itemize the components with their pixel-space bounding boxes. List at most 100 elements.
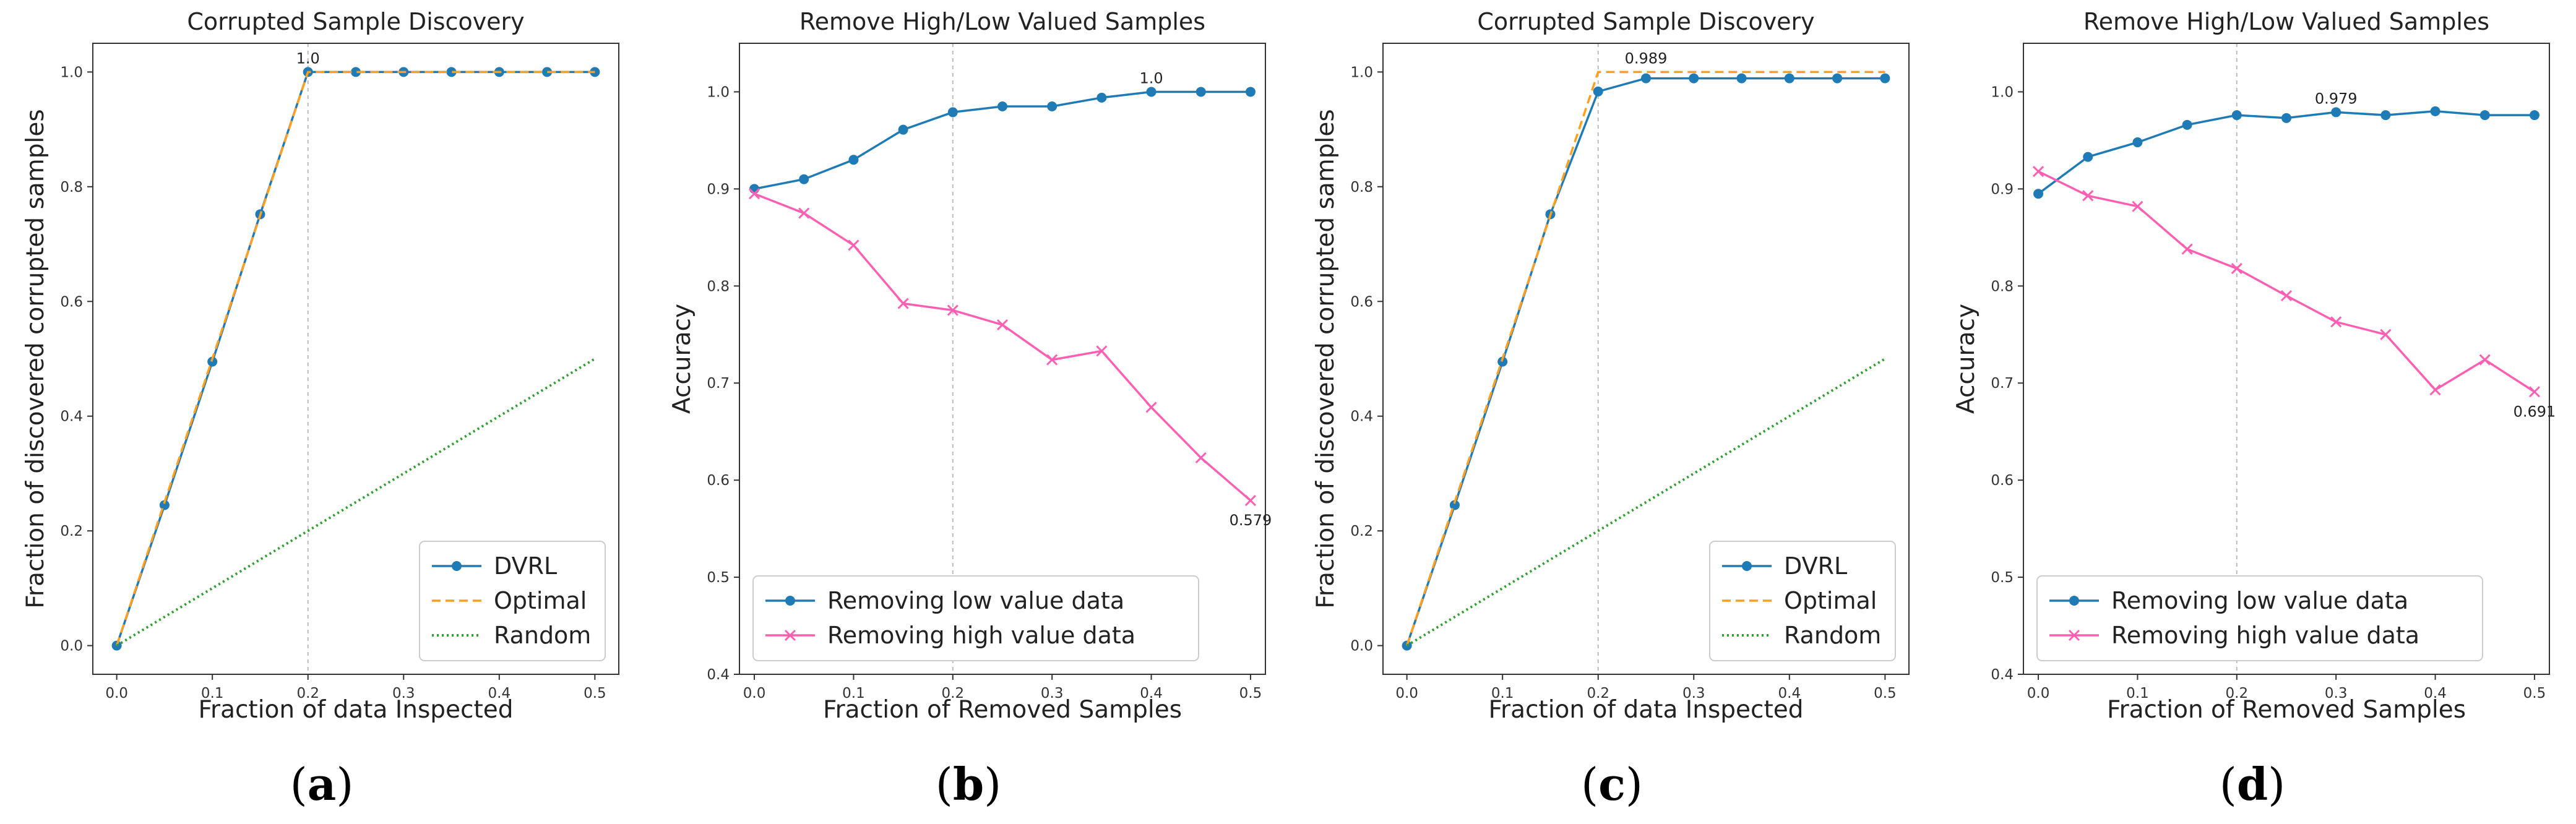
- plot-frame: [92, 43, 619, 675]
- data-point: [749, 184, 760, 194]
- y-tick-label: 0.4: [1350, 409, 1373, 425]
- x-tick-label: 0.0: [743, 685, 766, 702]
- data-point: [1047, 101, 1058, 111]
- data-label: 0.579: [1230, 512, 1272, 529]
- data-point: [996, 319, 1009, 331]
- data-point: [897, 298, 909, 309]
- y-tick-label: 0.8: [1350, 179, 1373, 195]
- y-tick-label: 0.5: [1991, 570, 2014, 586]
- data-point: [2082, 190, 2094, 202]
- y-tick-label: 0.9: [707, 181, 730, 197]
- y-tick-label: 1.0: [1991, 84, 2014, 100]
- data-point: [798, 207, 810, 219]
- panel-label-c: (c): [1580, 758, 1643, 810]
- plot-frame: [1382, 43, 1910, 675]
- x-tick-label: 0.0: [105, 685, 128, 702]
- data-point: [2132, 137, 2143, 148]
- data-point: [1641, 73, 1651, 84]
- data-point: [1046, 354, 1058, 366]
- data-point: [2479, 354, 2491, 366]
- data-point: [542, 67, 553, 77]
- legend-marker: [452, 561, 462, 571]
- data-point: [1195, 87, 1206, 97]
- y-tick-label: 0.8: [1991, 278, 2014, 294]
- x-tick-label: 0.5: [1874, 685, 1897, 702]
- data-point: [848, 239, 859, 251]
- chart-b: 0.0 0.1 0.2 0.3 0.4 0.5 0.4 0.5 0.6 0.7 0.8 0.9 1.0 R…: [668, 8, 1272, 724]
- data-point: [2083, 152, 2093, 162]
- legend-marker: [2069, 596, 2079, 606]
- data-point: [1195, 452, 1207, 464]
- legend-marker: [785, 596, 795, 606]
- data-point: [1146, 87, 1157, 97]
- data-point: [848, 155, 859, 165]
- series-line-random: [116, 358, 596, 647]
- panel-b: 0.0 0.1 0.2 0.3 0.4 0.5 0.4 0.5 0.6 0.7 0.8 0.9 1.0 R…: [647, 0, 1290, 824]
- y-tick-label: 0.2: [1350, 523, 1373, 539]
- data-point: [997, 101, 1007, 111]
- x-tick-label: 0.3: [1682, 685, 1705, 702]
- y-tick-label: 0.8: [60, 179, 83, 195]
- x-tick-label: 0.1: [1491, 685, 1514, 702]
- data-point: [2479, 110, 2490, 121]
- data-point: [799, 174, 809, 184]
- x-tick-label: 0.2: [1587, 685, 1609, 702]
- data-point: [2033, 189, 2044, 199]
- data-point: [1832, 73, 1843, 84]
- series-line-removing-high-value-data: [754, 192, 1252, 502]
- chart-title: Corrupted Sample Discovery: [187, 8, 524, 35]
- data-point: [947, 304, 958, 316]
- legend-label: Optimal: [1784, 587, 1877, 614]
- y-tick-label: 0.2: [60, 523, 83, 539]
- legend-label: Removing high value data: [827, 622, 1135, 649]
- data-point: [446, 67, 457, 77]
- legend-label: Removing low value data: [2111, 587, 2408, 614]
- data-point: [898, 124, 908, 135]
- x-tick-label: 0.1: [201, 685, 224, 702]
- y-tick-label: 0.5: [707, 570, 730, 586]
- legend-label: Random: [1784, 622, 1881, 649]
- series-line-removing-low-value-data: [2038, 110, 2535, 195]
- legend-label: DVRL: [1784, 552, 1847, 580]
- data-point: [351, 67, 361, 77]
- data-point: [159, 500, 170, 510]
- x-axis-label: Fraction of Removed Samples: [2107, 696, 2466, 724]
- data-point: [2182, 119, 2192, 130]
- legend-label: Removing low value data: [827, 587, 1124, 614]
- data-point: [1096, 92, 1107, 103]
- legend-box: [752, 575, 1199, 661]
- series-line-optimal: [115, 71, 595, 646]
- data-point: [1096, 345, 1108, 357]
- chart-title: Remove High/Low Valued Samples: [2083, 8, 2489, 35]
- y-tick-label: 0.6: [60, 294, 83, 310]
- chart-a: 0.0 0.1 0.2 0.3 0.4 0.5 0.0 0.2 0.4 0.6 0.8 1.0 Corr…: [22, 8, 619, 724]
- x-tick-label: 0.0: [1395, 685, 1418, 702]
- data-point: [2380, 110, 2391, 121]
- data-point: [2281, 113, 2291, 123]
- data-point: [2380, 328, 2392, 340]
- legend-box: [2036, 575, 2483, 661]
- x-tick-label: 0.3: [1041, 685, 1064, 702]
- y-axis-label: Fraction of discovered corrupted samples: [1312, 109, 1340, 608]
- y-axis-label: Accuracy: [668, 304, 696, 414]
- data-point: [2231, 110, 2242, 121]
- x-tick-label: 0.1: [2126, 685, 2149, 702]
- x-tick-label: 0.4: [488, 685, 511, 702]
- x-axis-label: Fraction of data Inspected: [198, 696, 513, 724]
- y-tick-label: 1.0: [707, 84, 730, 100]
- chart-c: 0.0 0.1 0.2 0.3 0.4 0.5 0.0 0.2 0.4 0.6 0.8 1.0 Corr…: [1312, 8, 1910, 724]
- data-point: [2429, 384, 2441, 396]
- data-point: [748, 188, 760, 200]
- legend-label: Random: [494, 622, 591, 649]
- data-point: [2529, 110, 2539, 121]
- y-axis-label: Fraction of discovered corrupted samples: [22, 109, 50, 608]
- y-tick-label: 0.7: [707, 376, 730, 392]
- data-point: [1736, 73, 1747, 84]
- data-point: [1593, 86, 1603, 97]
- legend-marker: [784, 629, 796, 642]
- x-tick-label: 0.1: [842, 685, 865, 702]
- y-tick-label: 0.6: [1991, 473, 2014, 489]
- y-tick-label: 0.4: [707, 667, 730, 683]
- data-point: [1449, 500, 1460, 510]
- y-tick-label: 1.0: [1350, 64, 1373, 80]
